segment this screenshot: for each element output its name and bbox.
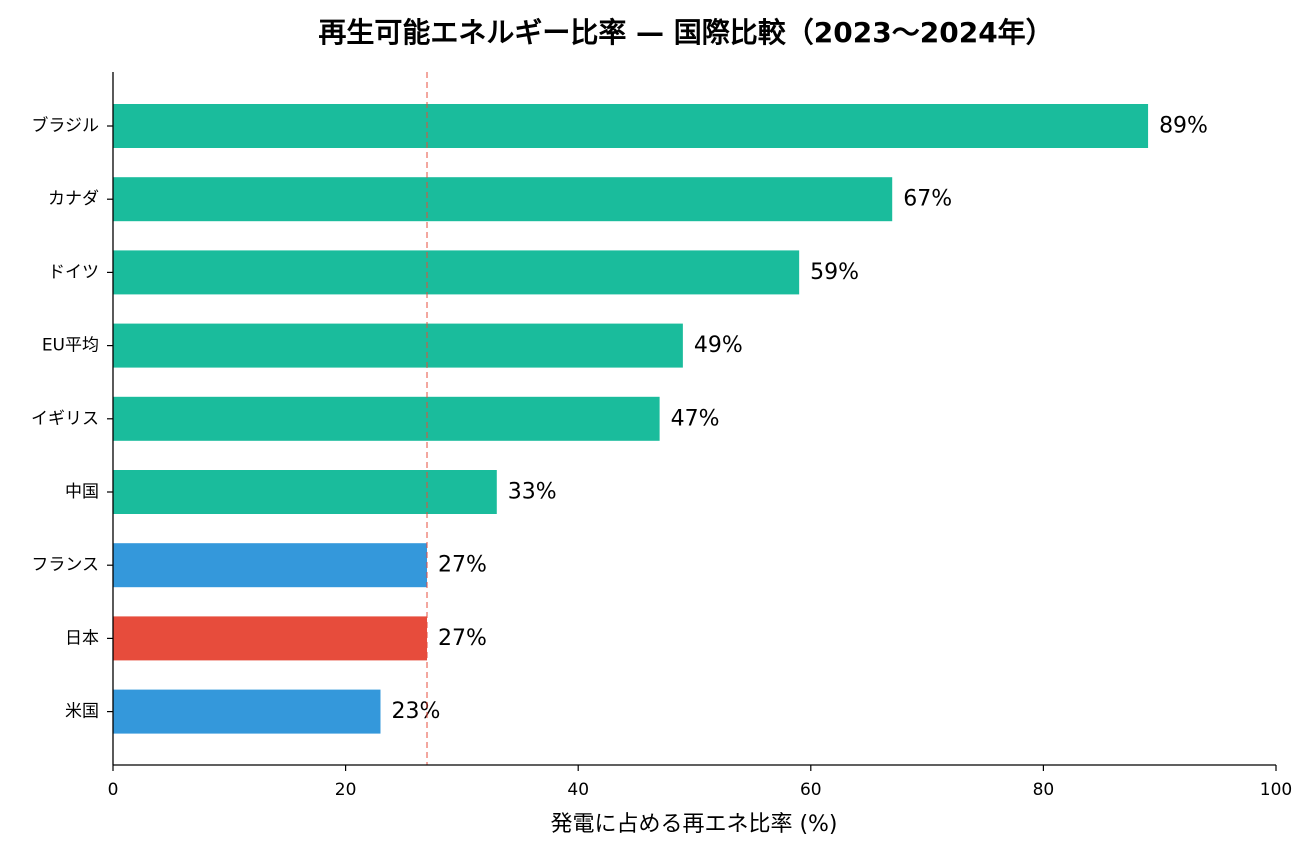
x-tick-label: 20 (335, 780, 357, 800)
data-label: 59% (810, 260, 859, 285)
bar (113, 543, 428, 588)
category-label: カナダ (48, 189, 99, 209)
data-label: 47% (671, 406, 720, 431)
x-tick-label: 80 (1033, 780, 1055, 800)
bar (113, 689, 381, 734)
data-label: 27% (438, 553, 487, 578)
bar (113, 470, 497, 514)
bar (113, 323, 683, 368)
data-label: 27% (438, 626, 487, 651)
category-label: イギリス (31, 409, 99, 429)
bar (113, 396, 660, 441)
bar (113, 616, 428, 661)
x-tick-label: 0 (108, 780, 119, 800)
category-label: EU平均 (42, 336, 99, 356)
x-tick-label: 100 (1260, 780, 1292, 800)
x-axis-title: 発電に占める再エネ比率 (%) (550, 812, 837, 837)
data-label: 89% (1159, 114, 1208, 139)
data-label: 49% (694, 333, 743, 358)
data-label: 67% (903, 187, 952, 212)
chart-title: 再生可能エネルギー比率 — 国際比較（2023〜2024年） (318, 16, 1053, 49)
bar (113, 250, 800, 295)
bar (113, 104, 1149, 148)
data-label: 23% (391, 699, 440, 724)
category-label: 中国 (65, 482, 99, 502)
x-tick-label: 60 (800, 780, 822, 800)
category-label: 米国 (65, 702, 99, 722)
category-label: ドイツ (48, 262, 99, 282)
data-label: 33% (508, 480, 557, 505)
plot-area: ブラジル 89% カナダ 67% ドイツ 59% EU平均 49% イギリス 47% 中国 33% フラ… (31, 72, 1292, 800)
category-label: ブラジル (31, 115, 99, 136)
x-tick-label: 40 (567, 780, 589, 800)
category-label: 日本 (65, 628, 99, 648)
category-label: フランス (31, 555, 99, 575)
bar (113, 177, 893, 222)
